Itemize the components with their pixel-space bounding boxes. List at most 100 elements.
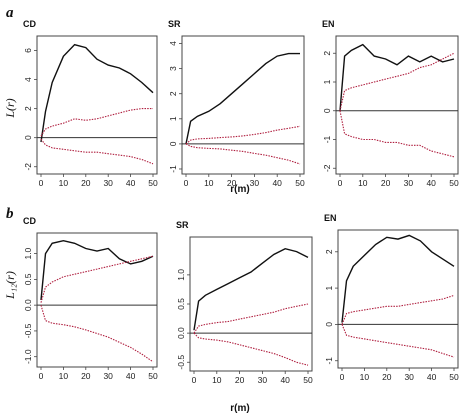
x-tick-label: 40 xyxy=(280,375,290,385)
x-tick-label: 40 xyxy=(426,178,436,188)
x-tick-label: 0 xyxy=(340,372,345,382)
x-tick-label: 0 xyxy=(192,375,197,385)
y-tick-label: 1.0 xyxy=(23,247,33,259)
panel-frame xyxy=(181,35,305,175)
x-tick-label: 20 xyxy=(381,178,391,188)
y-tick-label: 3 xyxy=(168,66,178,71)
panel-frame xyxy=(337,229,459,369)
panel-frame xyxy=(36,35,158,175)
y-tick-label: -1 xyxy=(324,357,334,365)
panel-name-label: EN xyxy=(322,19,335,29)
lower-envelope-line xyxy=(341,324,455,358)
x-tick-label: 20 xyxy=(81,178,91,188)
row-label-b: b xyxy=(6,206,14,222)
x-tick-label: 0 xyxy=(338,178,343,188)
x-tick-label: 10 xyxy=(358,178,368,188)
x-tick-label: 10 xyxy=(360,372,370,382)
panel-frame xyxy=(36,232,158,368)
panel-name-label: EN xyxy=(324,213,337,223)
y-tick-label: 0 xyxy=(168,141,178,146)
y-tick-label: 2 xyxy=(168,91,178,96)
x-tick-label: 30 xyxy=(103,371,113,381)
row-label-a: a xyxy=(6,5,14,21)
lower-envelope-line xyxy=(40,138,154,165)
x-tick-label: 50 xyxy=(148,178,158,188)
panel-name-label: CD xyxy=(23,216,36,226)
y-tick-label: 1.0 xyxy=(176,269,186,281)
x-tick-label: 20 xyxy=(382,372,392,382)
lower-envelope-line xyxy=(40,305,154,363)
y-tick-label: -1 xyxy=(168,165,178,173)
panel-a-cd: CD -2 0 2 4 6 0 10 20 30 40 50 xyxy=(23,19,158,188)
x-tick-label: 30 xyxy=(250,178,260,188)
y-tick-label: 0 xyxy=(23,135,33,140)
observed-series-line xyxy=(339,43,455,111)
y-axis-title-b: L₁₂(r) xyxy=(3,271,17,300)
lower-envelope-line xyxy=(339,110,455,158)
y-tick-label: 4 xyxy=(23,77,33,82)
y-tick-label: 1 xyxy=(322,79,332,84)
upper-envelope-line xyxy=(40,108,153,137)
panel-name-label: SR xyxy=(168,19,181,29)
y-tick-label: 0 xyxy=(322,108,332,113)
x-tick-label: 50 xyxy=(148,371,158,381)
y-tick-label: 0.0 xyxy=(176,327,186,339)
upper-envelope-line xyxy=(341,294,455,325)
x-tick-label: 10 xyxy=(204,178,214,188)
x-tick-label: 30 xyxy=(404,372,414,382)
lower-envelope-line xyxy=(185,143,301,165)
lower-envelope-line xyxy=(193,332,309,366)
panel-b-sr: SR -0.5 0.0 0.5 1.0 0 10 20 30 40 50 xyxy=(176,220,313,385)
y-tick-label: 4 xyxy=(168,41,178,46)
observed-series-line xyxy=(341,234,455,323)
y-tick-label: 0.5 xyxy=(176,298,186,310)
y-tick-label: -2 xyxy=(23,163,33,171)
observed-series-line xyxy=(185,52,300,145)
upper-envelope-line xyxy=(339,52,455,111)
x-tick-label: 30 xyxy=(103,178,113,188)
upper-envelope-line xyxy=(40,255,154,303)
x-tick-label: 40 xyxy=(272,178,282,188)
x-tick-label: 50 xyxy=(303,375,313,385)
y-tick-label: 0 xyxy=(324,322,334,327)
x-tick-label: 30 xyxy=(404,178,414,188)
x-tick-label: 0 xyxy=(184,178,189,188)
x-tick-label: 10 xyxy=(212,375,222,385)
x-axis-title-b: r(m) xyxy=(230,403,249,414)
y-axis-title-a: L(r) xyxy=(3,98,17,118)
panel-name-label: SR xyxy=(176,220,189,230)
y-tick-label: 6 xyxy=(23,48,33,53)
y-tick-label: 2 xyxy=(23,106,33,111)
x-tick-label: 20 xyxy=(227,178,237,188)
x-tick-label: 10 xyxy=(59,178,69,188)
panel-frame xyxy=(335,35,459,175)
y-tick-label: -2 xyxy=(322,164,332,172)
y-tick-label: 1 xyxy=(168,116,178,121)
x-tick-label: 30 xyxy=(258,375,268,385)
x-tick-label: 50 xyxy=(295,178,305,188)
observed-series-line xyxy=(193,247,309,331)
x-tick-label: 40 xyxy=(126,178,136,188)
x-tick-label: 20 xyxy=(81,371,91,381)
x-tick-label: 40 xyxy=(427,372,437,382)
observed-series-line xyxy=(40,43,154,143)
x-tick-label: 20 xyxy=(235,375,245,385)
x-tick-label: 40 xyxy=(126,371,136,381)
upper-envelope-line xyxy=(185,125,301,145)
y-tick-label: -0.5 xyxy=(176,355,186,370)
x-tick-label: 10 xyxy=(59,371,69,381)
y-tick-label: 0.0 xyxy=(23,299,33,311)
panel-b-cd: CD -1.0 -0.5 0.0 0.5 1.0 0 10 20 30 40 50 xyxy=(23,216,158,381)
y-tick-label: 2 xyxy=(324,249,334,254)
observed-series-line xyxy=(40,239,154,301)
y-tick-label: 2 xyxy=(322,51,332,56)
x-axis-title-a: r(m) xyxy=(230,184,249,195)
x-tick-label: 0 xyxy=(39,371,44,381)
x-tick-label: 0 xyxy=(39,178,44,188)
y-tick-label: -1.0 xyxy=(23,349,33,364)
